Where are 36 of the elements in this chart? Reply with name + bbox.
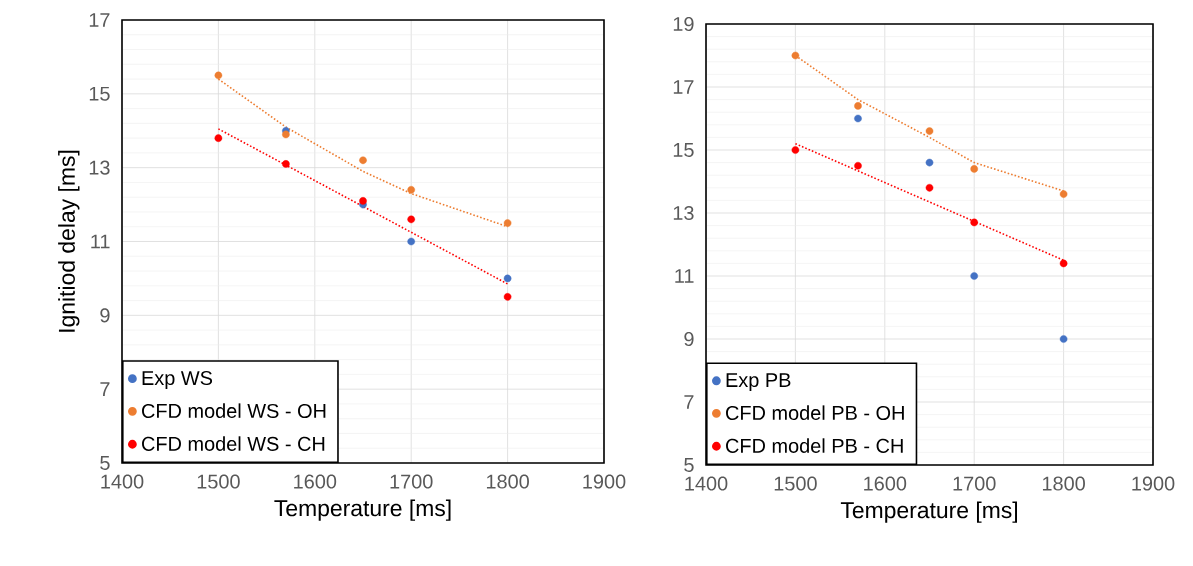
x-tick-label: 1500: [774, 476, 817, 491]
x-tick-label: 1400: [685, 476, 728, 491]
x-tick-label: 1600: [294, 474, 337, 489]
y-tick-label: 5: [100, 456, 110, 470]
x-tick-label: 1900: [583, 474, 626, 489]
y-tick-label: 11: [675, 269, 694, 283]
x-tick-label: 1800: [1042, 476, 1085, 491]
x-tick-label: 1500: [197, 474, 240, 489]
legend-label: CFD model WS - OH: [142, 403, 326, 418]
legend-label: CFD model WS - CH: [142, 436, 325, 451]
x-tick-label: 1600: [864, 476, 907, 491]
y-tick-label: 5: [684, 458, 694, 472]
legend-label: CFD model PB - OH: [726, 405, 904, 420]
y-tick-label: 13: [89, 160, 110, 175]
y-tick-label: 13: [673, 205, 694, 221]
y-tick-label: 7: [100, 382, 110, 397]
legend-label: Exp PB: [726, 373, 791, 392]
x-tick-label: 1700: [390, 474, 433, 489]
x-tick-label: 1400: [101, 474, 144, 489]
x-tick-label: 1700: [953, 476, 996, 491]
y-tick-label: 19: [673, 16, 694, 32]
y-tick-label: 15: [673, 143, 694, 157]
legend-label: Exp WS: [142, 370, 213, 390]
y-axis-title: Ignitiod delay [ms]: [58, 150, 80, 332]
x-tick-label: 1800: [486, 474, 529, 489]
x-tick-label: 1900: [1132, 476, 1175, 491]
x-axis-title: Temperature [ms]: [274, 499, 451, 521]
y-tick-label: 7: [684, 395, 694, 409]
legend-label: CFD model PB - CH: [726, 438, 903, 453]
y-tick-label: 17: [673, 80, 694, 94]
x-axis-title: Temperature [ms]: [840, 501, 1017, 523]
y-tick-label: 9: [684, 331, 694, 347]
y-tick-label: 15: [89, 86, 110, 101]
y-tick-label: 9: [100, 308, 110, 323]
y-tick-label: 17: [89, 13, 110, 27]
y-tick-label: 11: [91, 234, 110, 249]
